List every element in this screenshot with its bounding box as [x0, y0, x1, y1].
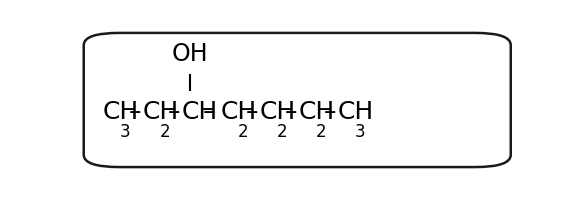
- Text: CH: CH: [103, 100, 139, 124]
- Text: CH: CH: [220, 100, 256, 124]
- Text: CH: CH: [182, 100, 218, 124]
- Text: 2: 2: [160, 123, 170, 141]
- Text: –: –: [285, 100, 298, 124]
- Text: CH: CH: [299, 100, 335, 124]
- Text: –: –: [203, 100, 216, 124]
- Text: OH: OH: [172, 42, 208, 66]
- Text: 3: 3: [120, 123, 130, 141]
- Text: CH: CH: [338, 100, 374, 124]
- Text: 2: 2: [277, 123, 287, 141]
- Text: 2: 2: [237, 123, 248, 141]
- Text: 2: 2: [316, 123, 327, 141]
- Text: –: –: [324, 100, 336, 124]
- Text: –: –: [168, 100, 180, 124]
- FancyBboxPatch shape: [84, 33, 511, 167]
- Text: –: –: [129, 100, 141, 124]
- Text: CH: CH: [142, 100, 179, 124]
- Text: –: –: [246, 100, 258, 124]
- Text: CH: CH: [259, 100, 296, 124]
- Text: 3: 3: [355, 123, 365, 141]
